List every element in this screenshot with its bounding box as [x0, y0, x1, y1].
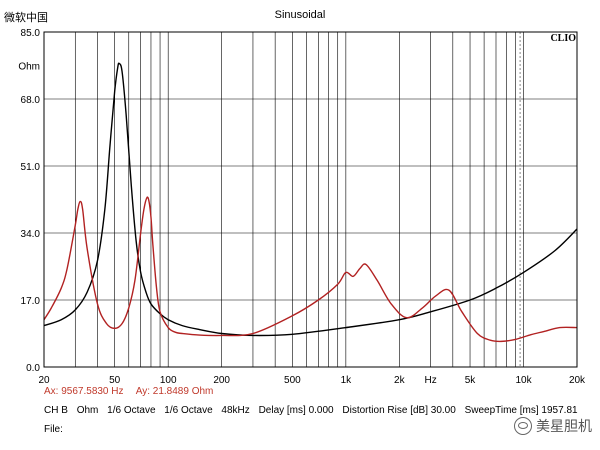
unit-label: Ohm: [76, 405, 99, 416]
octave-label-2: 1/6 Octave: [164, 405, 213, 416]
sweep-time-label: SweepTime [ms] 1957.81: [464, 405, 578, 416]
cursor-readout: Ax: 9567.5830 Hz Ay: 21.8489 Ohm: [44, 386, 223, 397]
series-line-2: [43, 196, 578, 343]
x-tick-label: 50: [109, 375, 121, 386]
settings-line: CH B Ohm 1/6 Octave 1/6 Octave 48kHz Del…: [44, 405, 584, 416]
grid: [43, 32, 578, 367]
y-tick-label: 51.0: [21, 162, 41, 173]
delay-label: Delay [ms] 0.000: [258, 405, 334, 416]
brand-label: CLIO: [550, 33, 576, 44]
x-tick-label: 100: [160, 375, 177, 386]
series-layer: [43, 62, 578, 343]
x-tick-label: 20: [38, 375, 50, 386]
plot-frame: [43, 31, 578, 368]
file-label: File:: [44, 424, 63, 435]
x-tick-label: 200: [213, 375, 230, 386]
octave-label-1: 1/6 Octave: [107, 405, 156, 416]
y-tick-label: 0.0: [26, 363, 40, 374]
x-tick-label: 10k: [515, 375, 532, 386]
chart-title: Sinusoidal: [274, 9, 326, 21]
x-tick-label: 1k: [341, 375, 353, 386]
x-tick-label: 500: [284, 375, 301, 386]
axis-labels: 20 50 100 200 500 1k 2k Hz 5k 10k 20k 85.0 Ohm 68.0 51…: [18, 28, 586, 386]
cursor-y-value: Ay: 21.8489 Ohm: [135, 386, 214, 397]
y-tick-label: 17.0: [21, 296, 41, 307]
y-tick-label: Ohm: [18, 62, 40, 73]
watermark-text: 美星胆机: [536, 418, 592, 434]
x-tick-label: 5k: [465, 375, 477, 386]
y-tick-label: 34.0: [21, 229, 41, 240]
series-line-1: [43, 62, 578, 337]
x-tick-label: Hz: [425, 375, 437, 386]
wechat-icon: [514, 417, 532, 435]
distortion-label: Distortion Rise [dB] 30.00: [342, 405, 456, 416]
channel-label: CH B: [44, 405, 68, 416]
sample-rate-label: 48kHz: [221, 405, 250, 416]
watermark: 美星胆机: [514, 416, 592, 436]
x-tick-label: 20k: [569, 375, 586, 386]
window-label: 微软中国: [4, 12, 48, 24]
x-tick-label: 2k: [394, 375, 406, 386]
y-tick-label: 68.0: [21, 95, 41, 106]
y-tick-label: 85.0: [21, 28, 41, 39]
cursor-x-value: Ax: 9567.5830 Hz: [44, 386, 124, 397]
